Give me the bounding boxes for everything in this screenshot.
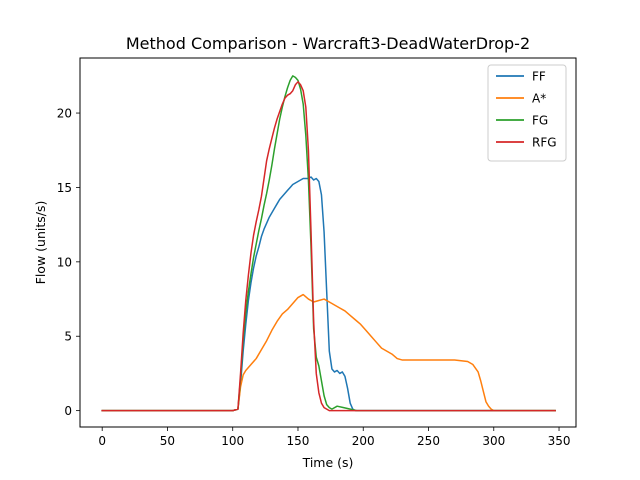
x-tick-label: 350 [548, 434, 571, 448]
series-line-2 [101, 75, 556, 412]
x-tick-label: 50 [160, 434, 175, 448]
legend-label: FG [532, 114, 548, 128]
y-axis-label: Flow (units/s) [33, 201, 48, 285]
legend-label: A* [532, 92, 546, 106]
y-tick-label: 15 [57, 181, 72, 195]
plot-frame [79, 57, 577, 428]
y-axis: 0 5 10 15 20 [57, 107, 80, 418]
legend-box [487, 64, 567, 162]
x-axis: 0 50 100 150 200 250 300 350 [98, 427, 570, 448]
x-tick-label: 150 [287, 434, 310, 448]
y-tick-label: 20 [57, 107, 72, 121]
series-line-1 [101, 293, 556, 412]
x-tick-label: 300 [482, 434, 505, 448]
y-tick-label: 0 [64, 404, 72, 418]
x-tick-label: 200 [352, 434, 375, 448]
x-tick-label: 250 [417, 434, 440, 448]
y-tick-label: 5 [64, 330, 72, 344]
chart-title: Method Comparison - Warcraft3-DeadWaterD… [126, 34, 530, 53]
y-tick-label: 10 [57, 255, 72, 269]
x-axis-label: Time (s) [302, 455, 354, 470]
x-tick-label: 0 [98, 434, 106, 448]
legend: FF A* FG RFG [487, 64, 567, 162]
series-line-0 [101, 176, 556, 412]
x-tick-label: 100 [221, 434, 244, 448]
series-line-3 [101, 81, 556, 412]
legend-label: RFG [532, 136, 557, 150]
plot-area [101, 75, 556, 412]
legend-label: FF [532, 70, 546, 84]
